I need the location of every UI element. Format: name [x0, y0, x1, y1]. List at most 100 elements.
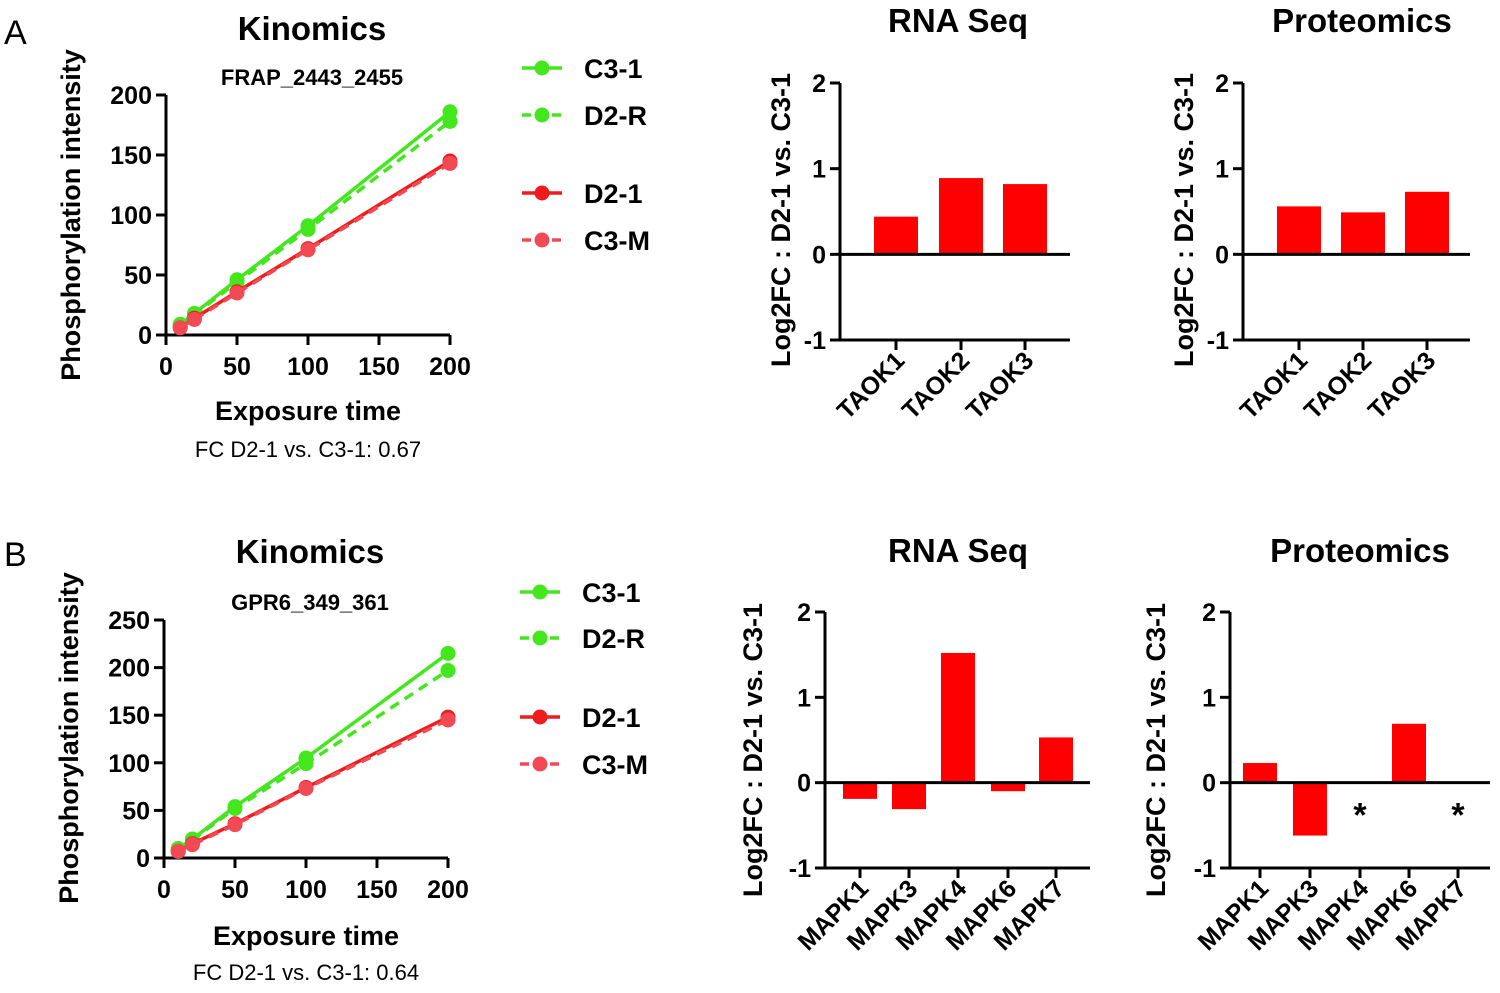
x-tick-label: 100: [285, 876, 327, 904]
data-point: [227, 800, 243, 816]
chart-title: Kinomics: [236, 533, 385, 570]
line-chart-a-0: Kinomics Phosphorylation intensity FRAP_24…: [56, 10, 650, 462]
bar-mapk6: [1392, 723, 1426, 783]
category-label: TAOK2: [1299, 346, 1377, 424]
data-point: [298, 756, 314, 772]
legend-label: D2-1: [584, 179, 643, 209]
chart-title: RNA Seq: [888, 2, 1028, 39]
y-tick-label: 150: [108, 702, 150, 730]
y-tick-label: 250: [108, 607, 150, 635]
x-tick-label: 0: [159, 353, 173, 381]
bar-taok2: [1341, 212, 1385, 255]
bar-taok2: [939, 178, 983, 255]
missing-value-marker: *: [1451, 797, 1465, 835]
bar-chart-a-2: Proteomics Log2FC : D2-1 vs. C3-1 -1 0 1 2 TAO…: [1169, 2, 1470, 425]
chart-subtitle: GPR6_349_361: [231, 590, 389, 615]
y-tick-label: 50: [122, 797, 150, 825]
series-line-c3-m: [177, 718, 449, 853]
legend-marker: [532, 756, 548, 772]
bar-mapk3: [1293, 782, 1327, 836]
line-chart-b-3: Kinomics Phosphorylation intensity GPR6_34…: [54, 533, 648, 985]
bar-mapk4: [941, 652, 975, 783]
x-tick-label: 150: [356, 876, 398, 904]
missing-value-marker: *: [1353, 797, 1367, 835]
y-axis-label: Phosphorylation intensity: [54, 572, 84, 904]
legend-label: D2-R: [584, 101, 647, 131]
y-axis-label: Log2FC : D2-1 vs. C3-1: [1141, 603, 1171, 897]
bar-mapk7: [1039, 737, 1073, 783]
panel-label-a: A: [4, 14, 27, 52]
x-axis-label: Exposure time: [215, 396, 401, 426]
y-tick-label: 150: [110, 142, 152, 170]
x-tick-label: 100: [287, 353, 329, 381]
y-tick-label: 2: [812, 70, 826, 98]
y-tick-label: -1: [789, 855, 811, 883]
data-point: [186, 311, 202, 327]
bar-taok3: [1003, 184, 1047, 255]
legend-marker: [534, 232, 550, 248]
legend-label: D2-R: [582, 624, 645, 654]
y-axis-label: Log2FC : D2-1 vs. C3-1: [1169, 73, 1199, 367]
series-line-c3-1: [179, 110, 452, 326]
legend-marker: [534, 185, 550, 201]
bar-mapk1: [1243, 763, 1277, 783]
y-tick-label: -1: [1194, 855, 1216, 883]
y-tick-label: 2: [1215, 70, 1229, 98]
category-label: TAOK3: [961, 346, 1039, 424]
y-tick-label: 0: [797, 770, 811, 798]
chart-title: Proteomics: [1272, 2, 1452, 39]
y-tick-label: -1: [1207, 327, 1229, 355]
legend-label: C3-1: [584, 54, 643, 84]
y-tick-label: 1: [797, 684, 811, 712]
y-tick-label: 100: [108, 750, 150, 778]
y-tick-label: 1: [1215, 156, 1229, 184]
fold-change-annotation: FC D2-1 vs. C3-1: 0.67: [195, 437, 421, 462]
data-point: [172, 320, 188, 336]
category-label: TAOK3: [1363, 346, 1441, 424]
bar-taok3: [1405, 191, 1449, 255]
data-point: [440, 712, 456, 728]
x-tick-label: 50: [221, 876, 249, 904]
series-line-c3-1: [177, 651, 450, 850]
x-tick-label: 200: [429, 353, 471, 381]
data-point: [440, 645, 456, 661]
legend-label: D2-1: [582, 703, 641, 733]
legend-marker: [532, 630, 548, 646]
category-label: TAOK1: [1235, 346, 1313, 424]
legend-marker: [534, 60, 550, 76]
category-label: TAOK1: [832, 346, 910, 424]
x-axis-label: Exposure time: [213, 921, 399, 951]
legend-marker: [532, 584, 548, 600]
data-point: [300, 221, 316, 237]
y-tick-label: 0: [1215, 241, 1229, 269]
x-tick-label: 0: [157, 876, 171, 904]
category-label: TAOK2: [897, 346, 975, 424]
y-tick-label: 0: [812, 241, 826, 269]
legend-label: C3-M: [584, 226, 650, 256]
chart-subtitle: FRAP_2443_2455: [221, 65, 403, 90]
y-tick-label: 0: [1202, 770, 1216, 798]
data-point: [300, 242, 316, 258]
y-tick-label: 200: [108, 655, 150, 683]
bar-taok1: [874, 216, 918, 255]
data-point: [440, 662, 456, 678]
legend-marker: [532, 709, 548, 725]
series-line-c3-m: [179, 161, 451, 330]
y-tick-label: 200: [110, 82, 152, 110]
chart-title: Kinomics: [238, 10, 387, 47]
x-tick-label: 200: [427, 876, 469, 904]
data-point: [227, 817, 243, 833]
y-axis-label: Phosphorylation intensity: [56, 49, 86, 381]
legend-label: C3-M: [582, 750, 648, 780]
y-axis-label: Log2FC : D2-1 vs. C3-1: [766, 73, 796, 367]
legend-marker: [534, 107, 550, 123]
y-tick-label: 1: [812, 156, 826, 184]
bar-mapk6: [991, 782, 1025, 792]
bar-taok1: [1277, 206, 1321, 255]
panel-label-b: B: [4, 536, 27, 574]
legend-label: C3-1: [582, 578, 641, 608]
